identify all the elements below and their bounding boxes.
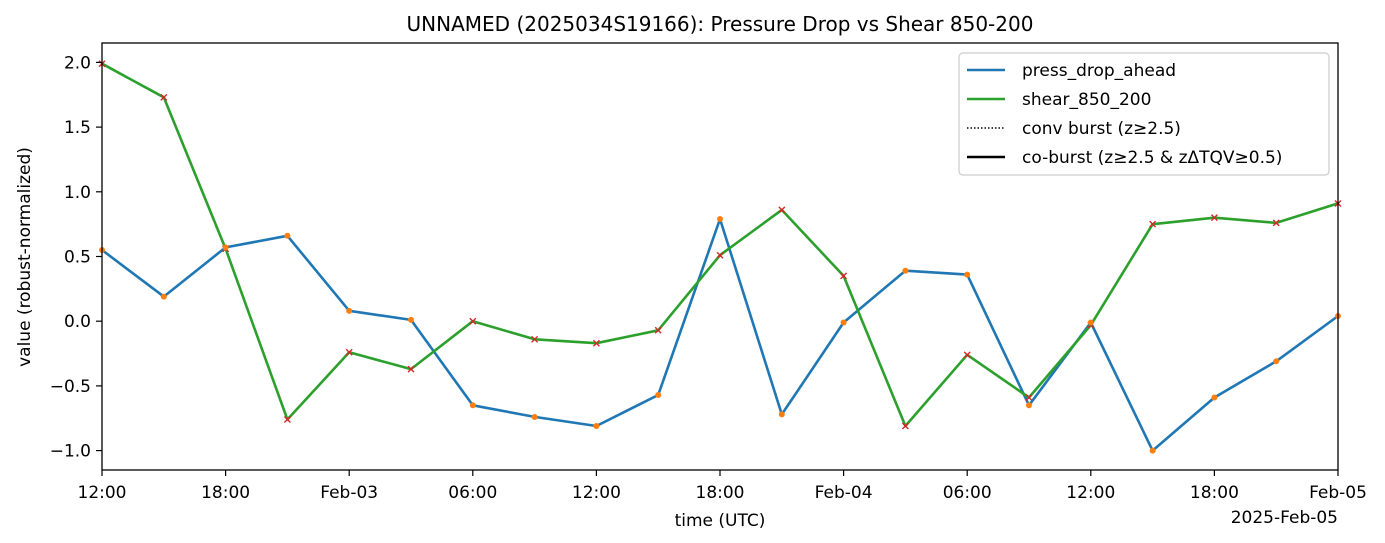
- point-shear_850_200: [1272, 219, 1280, 227]
- point-shear_850_200: [1149, 220, 1157, 228]
- x-tick-label: Feb-03: [320, 483, 378, 503]
- y-tick-label: 0.0: [64, 312, 91, 332]
- point-shear_850_200: [963, 351, 971, 359]
- point-shear_850_200: [283, 416, 291, 424]
- point-shear_850_200: [840, 272, 848, 280]
- point-press_drop_ahead: [1087, 319, 1094, 326]
- legend-entry-label: shear_850_200: [1022, 90, 1151, 110]
- chart-title: UNNAMED (2025034S19166): Pressure Drop v…: [407, 12, 1034, 36]
- point-shear_850_200: [1025, 394, 1033, 402]
- legend-entry-label: conv burst (z≥2.5): [1022, 119, 1181, 139]
- point-press_drop_ahead: [1273, 358, 1280, 365]
- legend-box: [958, 52, 1330, 176]
- point-shear_850_200: [469, 317, 477, 325]
- point-press_drop_ahead: [778, 411, 785, 418]
- point-press_drop_ahead: [717, 215, 723, 222]
- legend-entry-label: press_drop_ahead: [1022, 61, 1176, 81]
- y-tick-label: −1.0: [50, 442, 91, 462]
- legend-entry-label: co-burst (z≥2.5 & zΔTQV≥0.5): [1022, 148, 1282, 168]
- point-shear_850_200: [1210, 214, 1218, 222]
- x-tick-label: 06:00: [943, 483, 992, 503]
- y-tick-label: 0.5: [64, 248, 91, 268]
- point-shear_850_200: [531, 335, 539, 343]
- x-tick-label: Feb-05: [1309, 483, 1367, 503]
- y-axis-label: value (robust-normalized): [15, 147, 35, 367]
- point-shear_850_200: [345, 348, 353, 356]
- x-tick-label: 12:00: [1066, 483, 1115, 503]
- point-shear_850_200: [778, 206, 786, 214]
- x-tick-label: Feb-04: [815, 483, 873, 503]
- y-tick-label: 1.0: [64, 183, 91, 203]
- point-shear_850_200: [901, 422, 909, 430]
- point-press_drop_ahead: [1149, 447, 1156, 454]
- x-tick-label: 12:00: [78, 483, 127, 503]
- y-tick-label: 2.0: [64, 53, 91, 73]
- point-press_drop_ahead: [593, 423, 600, 430]
- point-press_drop_ahead: [222, 244, 229, 251]
- x-axis-label: time (UTC): [675, 511, 766, 531]
- point-shear_850_200: [160, 93, 168, 101]
- point-press_drop_ahead: [964, 271, 971, 278]
- point-press_drop_ahead: [902, 267, 909, 274]
- x-tick-label: 18:00: [201, 483, 250, 503]
- point-shear_850_200: [654, 326, 662, 334]
- point-press_drop_ahead: [469, 402, 476, 409]
- point-press_drop_ahead: [1026, 402, 1032, 409]
- point-press_drop_ahead: [531, 413, 538, 420]
- x-tick-label: 06:00: [448, 483, 497, 503]
- y-axis-ticks: 2.0 1.5 1.0 0.5 0.0 −0.5 −1.0: [50, 53, 102, 462]
- point-shear_850_200: [716, 251, 724, 259]
- point-press_drop_ahead: [1211, 394, 1218, 401]
- point-shear_850_200: [407, 365, 415, 373]
- x-tick-label: 18:00: [1190, 483, 1239, 503]
- y-tick-label: 1.5: [64, 118, 91, 138]
- x-tick-label: 12:00: [572, 483, 621, 503]
- point-press_drop_ahead: [655, 391, 662, 398]
- point-press_drop_ahead: [284, 232, 291, 239]
- y-tick-label: −0.5: [50, 377, 91, 397]
- x-axis-offset-label: 2025-Feb-05: [1231, 508, 1338, 528]
- point-press_drop_ahead: [408, 316, 414, 323]
- point-shear_850_200: [592, 339, 600, 347]
- x-tick-label: 18:00: [696, 483, 745, 503]
- point-press_drop_ahead: [840, 319, 847, 326]
- point-press_drop_ahead: [346, 307, 353, 314]
- point-press_drop_ahead: [160, 293, 167, 300]
- x-axis-ticks: 12:00 18:00 Feb-03 06:00 12:00 18:00 Feb-04 06:…: [78, 470, 1367, 503]
